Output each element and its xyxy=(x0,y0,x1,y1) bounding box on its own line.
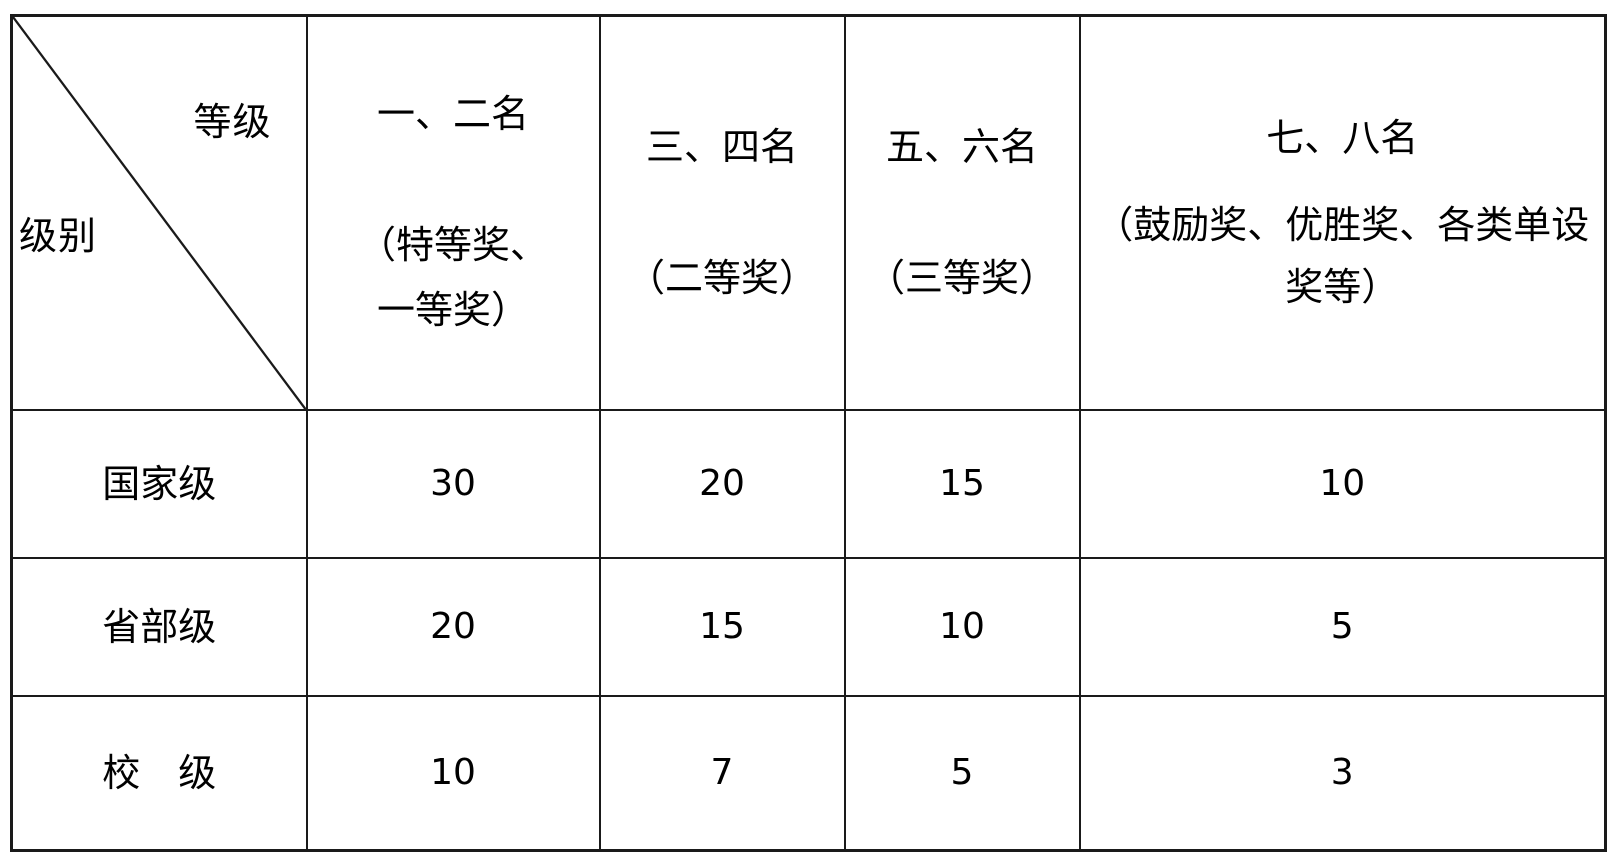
column-header-rank-3-4: 三、四名 （二等奖） xyxy=(598,14,846,412)
cell-national-rank-3-4: 20 xyxy=(598,409,846,560)
table-row: 校 级 10 7 5 3 xyxy=(10,695,1607,852)
corner-label-level: 级别 xyxy=(19,214,98,258)
column-header-rank-5-6-line2: （三等奖） xyxy=(866,255,1057,300)
column-header-rank-1-2-line1: 一、二名 xyxy=(376,92,529,137)
cell-provincial-rank-3-4: 15 xyxy=(598,557,846,698)
table-row: 国家级 30 20 15 10 xyxy=(10,409,1607,560)
cell-school-rank-1-2: 10 xyxy=(305,695,601,852)
row-header-national: 国家级 xyxy=(10,409,308,560)
column-header-rank-5-6: 五、六名 （三等奖） xyxy=(843,14,1081,412)
column-header-rank-1-2: 一、二名 （特等奖、 一等奖） xyxy=(305,14,601,412)
column-header-rank-7-8-line2: （鼓励奖、优胜奖、各类单设奖等） xyxy=(1095,203,1590,309)
table-row: 省部级 20 15 10 5 xyxy=(10,557,1607,698)
award-standards-table: 等级 级别 一、二名 （特等奖、 一等奖） 三、四名 （二等奖） 五、六名 （三… xyxy=(10,14,1607,852)
corner-label-grade: 等级 xyxy=(193,100,272,144)
column-header-rank-3-4-line1: 三、四名 xyxy=(645,125,798,170)
row-header-provincial: 省部级 xyxy=(10,557,308,698)
column-header-rank-3-4-line2: （二等奖） xyxy=(626,255,817,300)
corner-header-cell: 等级 级别 xyxy=(10,14,308,412)
column-header-rank-7-8: 七、八名 （鼓励奖、优胜奖、各类单设奖等） xyxy=(1078,14,1607,412)
cell-school-rank-3-4: 7 xyxy=(598,695,846,852)
row-header-school: 校 级 xyxy=(10,695,308,852)
column-header-rank-5-6-line1: 五、六名 xyxy=(885,125,1038,170)
cell-provincial-rank-5-6: 10 xyxy=(843,557,1081,698)
column-header-rank-1-2-line2: （特等奖、 一等奖） xyxy=(357,223,548,333)
cell-school-rank-7-8: 3 xyxy=(1078,695,1607,852)
cell-national-rank-5-6: 15 xyxy=(843,409,1081,560)
cell-national-rank-1-2: 30 xyxy=(305,409,601,560)
table-header-row: 等级 级别 一、二名 （特等奖、 一等奖） 三、四名 （二等奖） 五、六名 （三… xyxy=(10,14,1607,412)
cell-school-rank-5-6: 5 xyxy=(843,695,1081,852)
cell-provincial-rank-7-8: 5 xyxy=(1078,557,1607,698)
document-page: 等级 级别 一、二名 （特等奖、 一等奖） 三、四名 （二等奖） 五、六名 （三… xyxy=(10,14,1607,852)
cell-national-rank-7-8: 10 xyxy=(1078,409,1607,560)
cell-provincial-rank-1-2: 20 xyxy=(305,557,601,698)
column-header-rank-7-8-line1: 七、八名 xyxy=(1266,115,1419,160)
